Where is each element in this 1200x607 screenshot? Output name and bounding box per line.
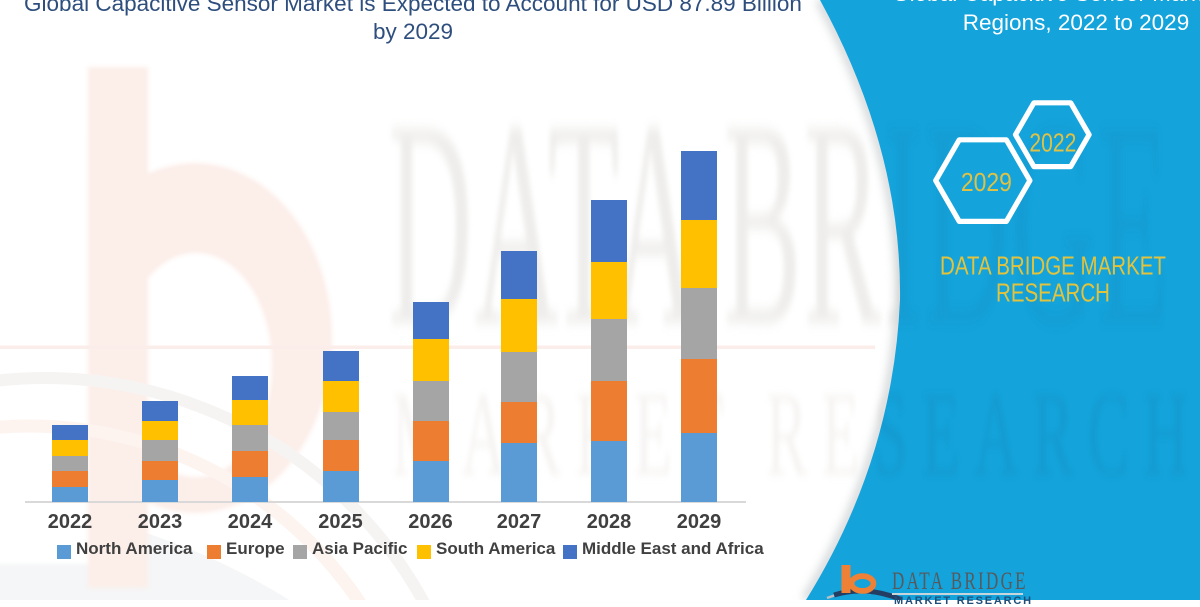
svg-text:2022: 2022 xyxy=(1029,128,1076,158)
svg-text:2029: 2029 xyxy=(961,167,1012,197)
